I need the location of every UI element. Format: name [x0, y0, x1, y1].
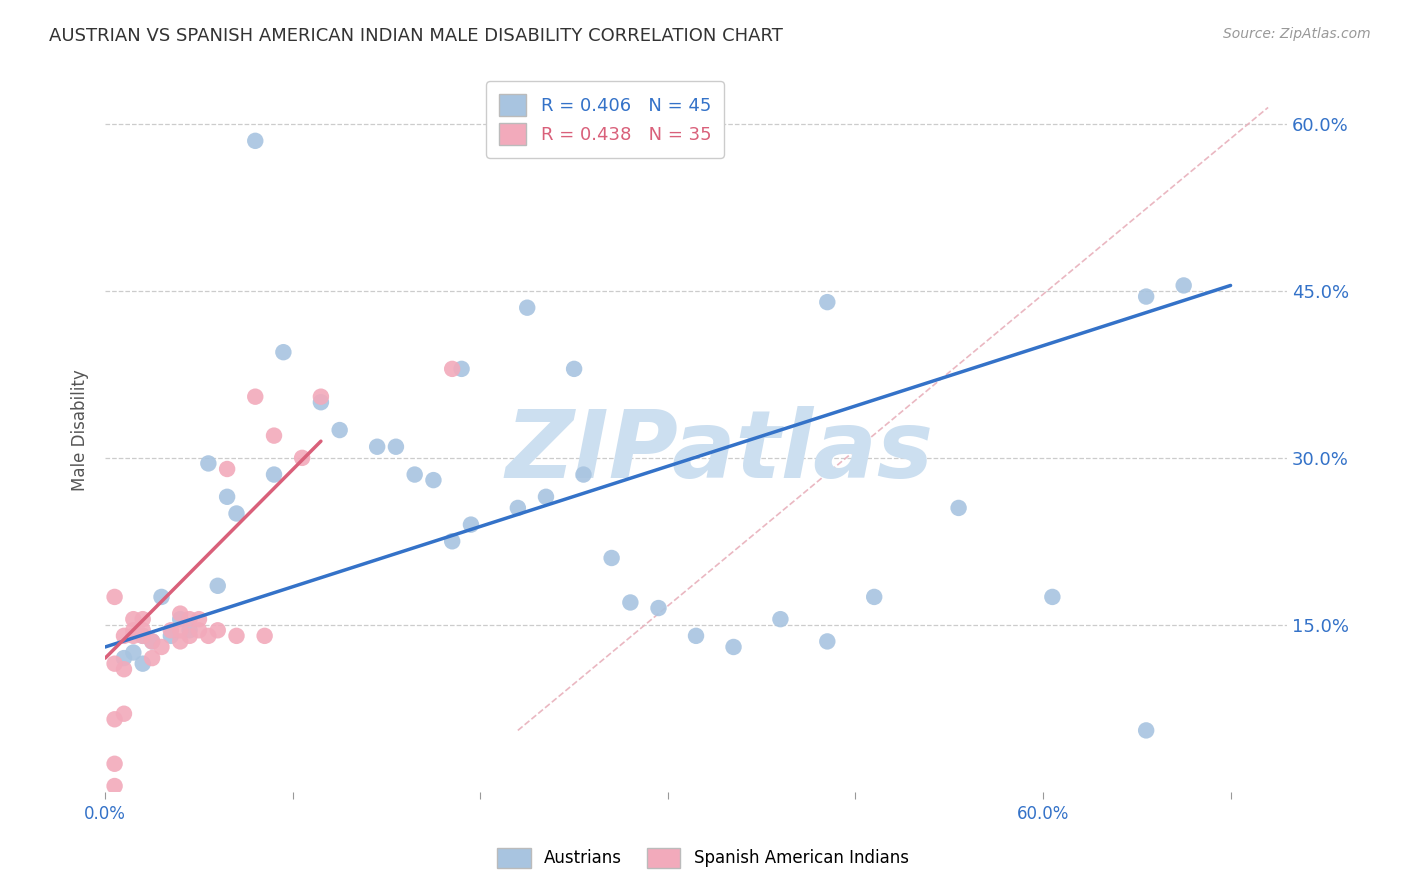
- Point: [460, 517, 482, 532]
- Legend: R = 0.406   N = 45, R = 0.438   N = 35: R = 0.406 N = 45, R = 0.438 N = 35: [486, 81, 724, 158]
- Point: [863, 590, 886, 604]
- Point: [112, 629, 135, 643]
- Point: [441, 534, 464, 549]
- Point: [197, 457, 219, 471]
- Point: [160, 624, 183, 638]
- Point: [385, 440, 408, 454]
- Point: [1135, 723, 1157, 738]
- Point: [132, 629, 155, 643]
- Point: [225, 629, 247, 643]
- Point: [815, 295, 838, 310]
- Point: [112, 651, 135, 665]
- Point: [132, 657, 155, 671]
- Point: [122, 629, 145, 643]
- Point: [685, 629, 707, 643]
- Point: [112, 662, 135, 676]
- Text: AUSTRIAN VS SPANISH AMERICAN INDIAN MALE DISABILITY CORRELATION CHART: AUSTRIAN VS SPANISH AMERICAN INDIAN MALE…: [49, 27, 783, 45]
- Point: [188, 612, 211, 626]
- Point: [132, 612, 155, 626]
- Point: [647, 601, 669, 615]
- Point: [104, 779, 127, 793]
- Point: [253, 629, 276, 643]
- Point: [245, 390, 267, 404]
- Point: [150, 640, 173, 654]
- Point: [132, 624, 155, 638]
- Point: [169, 607, 191, 621]
- Point: [217, 462, 239, 476]
- Point: [291, 450, 314, 465]
- Point: [422, 473, 444, 487]
- Point: [197, 629, 219, 643]
- Point: [141, 634, 163, 648]
- Point: [506, 500, 529, 515]
- Point: [104, 756, 127, 771]
- Point: [207, 579, 229, 593]
- Point: [1173, 278, 1195, 293]
- Point: [188, 624, 211, 638]
- Point: [112, 706, 135, 721]
- Point: [122, 646, 145, 660]
- Point: [245, 134, 267, 148]
- Point: [141, 651, 163, 665]
- Point: [441, 362, 464, 376]
- Point: [169, 612, 191, 626]
- Point: [160, 629, 183, 643]
- Point: [815, 634, 838, 648]
- Point: [150, 590, 173, 604]
- Text: ZIPatlas: ZIPatlas: [506, 406, 934, 498]
- Point: [225, 507, 247, 521]
- Point: [1135, 289, 1157, 303]
- Legend: Austrians, Spanish American Indians: Austrians, Spanish American Indians: [491, 841, 915, 875]
- Point: [948, 500, 970, 515]
- Point: [1040, 590, 1063, 604]
- Point: [179, 612, 201, 626]
- Point: [179, 624, 201, 638]
- Point: [404, 467, 426, 482]
- Point: [450, 362, 472, 376]
- Point: [562, 362, 585, 376]
- Point: [263, 467, 285, 482]
- Point: [534, 490, 557, 504]
- Text: Source: ZipAtlas.com: Source: ZipAtlas.com: [1223, 27, 1371, 41]
- Point: [723, 640, 745, 654]
- Point: [366, 440, 388, 454]
- Point: [309, 395, 332, 409]
- Point: [207, 624, 229, 638]
- Point: [122, 612, 145, 626]
- Point: [169, 624, 191, 638]
- Point: [104, 590, 127, 604]
- Point: [122, 624, 145, 638]
- Point: [104, 657, 127, 671]
- Point: [263, 428, 285, 442]
- Point: [329, 423, 352, 437]
- Point: [104, 712, 127, 726]
- Point: [217, 490, 239, 504]
- Point: [169, 634, 191, 648]
- Point: [554, 106, 576, 120]
- Point: [273, 345, 295, 359]
- Point: [132, 629, 155, 643]
- Point: [141, 634, 163, 648]
- Point: [516, 301, 538, 315]
- Point: [769, 612, 792, 626]
- Point: [309, 390, 332, 404]
- Point: [600, 551, 623, 566]
- Point: [572, 467, 595, 482]
- Point: [179, 629, 201, 643]
- Y-axis label: Male Disability: Male Disability: [72, 369, 89, 491]
- Point: [619, 595, 641, 609]
